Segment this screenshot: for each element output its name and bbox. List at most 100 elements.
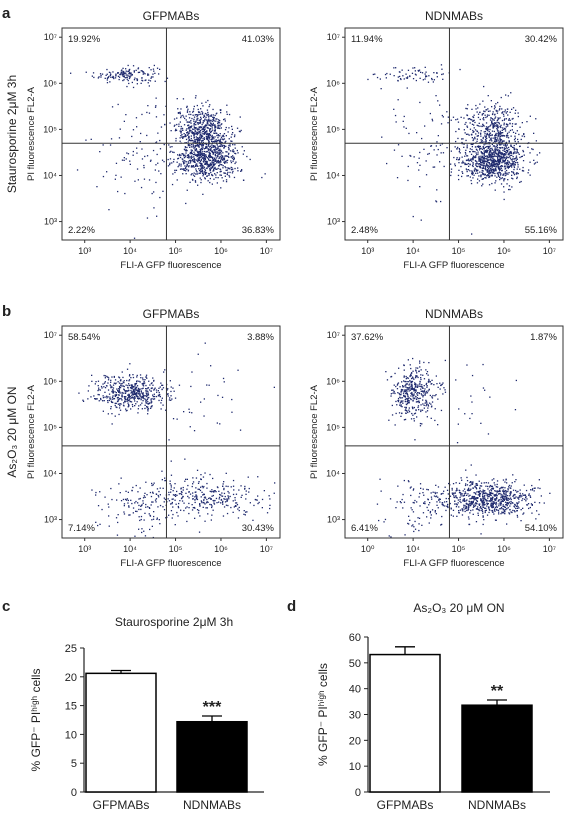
event-dot: [190, 174, 192, 176]
event-dot: [197, 140, 199, 142]
event-dot: [506, 502, 508, 504]
event-dot: [133, 392, 136, 394]
event-dot: [419, 77, 421, 79]
event-dot: [457, 159, 460, 161]
event-dot: [490, 494, 492, 497]
event-dot: [465, 505, 468, 508]
event-dot: [212, 509, 214, 511]
event-dot: [192, 174, 195, 176]
event-dot: [191, 412, 193, 414]
event-dot: [430, 496, 433, 498]
event-dot: [97, 385, 99, 387]
event-dot: [147, 391, 149, 393]
event-dot: [413, 406, 415, 409]
event-dot: [220, 170, 222, 173]
event-dot: [201, 154, 203, 156]
event-dot: [397, 397, 400, 400]
event-dot: [496, 138, 498, 141]
event-dot: [102, 175, 105, 178]
event-dot: [508, 162, 511, 164]
event-dot: [135, 403, 137, 405]
event-dot: [490, 502, 492, 504]
event-dot: [143, 495, 145, 497]
event-dot: [125, 68, 127, 70]
event-dot: [233, 157, 235, 159]
event-dot: [117, 514, 119, 516]
event-dot: [467, 493, 469, 495]
event-dot: [482, 515, 484, 517]
event-dot: [508, 188, 510, 191]
event-dot: [408, 387, 410, 389]
event-dot: [399, 404, 401, 406]
event-dot: [519, 181, 521, 183]
event-dot: [501, 177, 503, 179]
event-dot: [211, 127, 213, 129]
event-dot: [486, 494, 488, 497]
event-dot: [118, 76, 121, 78]
event-dot: [223, 498, 225, 500]
event-dot: [529, 152, 531, 154]
event-dot: [465, 508, 467, 510]
event-dot: [511, 511, 513, 514]
event-dot: [138, 392, 140, 394]
event-dot: [484, 511, 486, 514]
event-dot: [149, 384, 151, 386]
event-dot: [479, 487, 481, 490]
event-dot: [216, 141, 218, 143]
event-dot: [207, 123, 209, 125]
event-dot: [156, 517, 158, 519]
event-dot: [207, 136, 210, 138]
event-dot: [102, 395, 104, 397]
event-dot: [182, 137, 184, 139]
event-dot: [494, 141, 496, 143]
event-dot: [498, 168, 501, 170]
event-dot: [515, 148, 517, 150]
event-dot: [483, 495, 485, 498]
event-dot: [200, 116, 202, 118]
event-dot: [412, 399, 414, 401]
event-dot: [126, 152, 128, 154]
event-dot: [484, 174, 486, 176]
event-dot: [480, 132, 482, 134]
event-dot: [531, 484, 533, 487]
quadrant-ul: 11.94%: [351, 34, 383, 45]
event-dot: [528, 494, 530, 496]
event-dot: [205, 160, 207, 163]
event-dot: [510, 159, 512, 161]
event-dot: [211, 134, 213, 137]
event-dot: [501, 108, 503, 110]
event-dot: [130, 384, 132, 386]
event-dot: [147, 393, 149, 395]
event-dot: [228, 174, 230, 177]
event-dot: [230, 166, 232, 169]
event-dot: [186, 156, 189, 159]
event-dot: [146, 217, 149, 219]
event-dot: [182, 129, 184, 131]
event-dot: [499, 160, 502, 163]
event-dot: [234, 147, 236, 149]
event-dot: [155, 395, 158, 398]
event-dot: [146, 395, 148, 397]
event-dot: [142, 500, 144, 502]
event-dot: [421, 409, 424, 411]
event-dot: [191, 149, 193, 152]
event-dot: [404, 409, 406, 411]
event-dot: [232, 479, 235, 482]
event-dot: [472, 503, 474, 505]
event-dot: [102, 383, 104, 385]
event-dot: [499, 169, 501, 171]
event-dot: [511, 163, 514, 165]
event-dot: [213, 158, 215, 161]
event-dot: [184, 136, 186, 138]
event-dot: [505, 118, 507, 120]
event-dot: [482, 146, 484, 148]
event-dot: [473, 499, 475, 501]
event-dot: [100, 397, 102, 400]
event-dot: [136, 385, 139, 387]
event-dot: [397, 76, 399, 78]
event-dot: [144, 379, 146, 381]
event-dot: [186, 163, 188, 165]
event-dot: [493, 155, 496, 157]
event-dot: [482, 501, 484, 503]
event-dot: [485, 160, 487, 162]
